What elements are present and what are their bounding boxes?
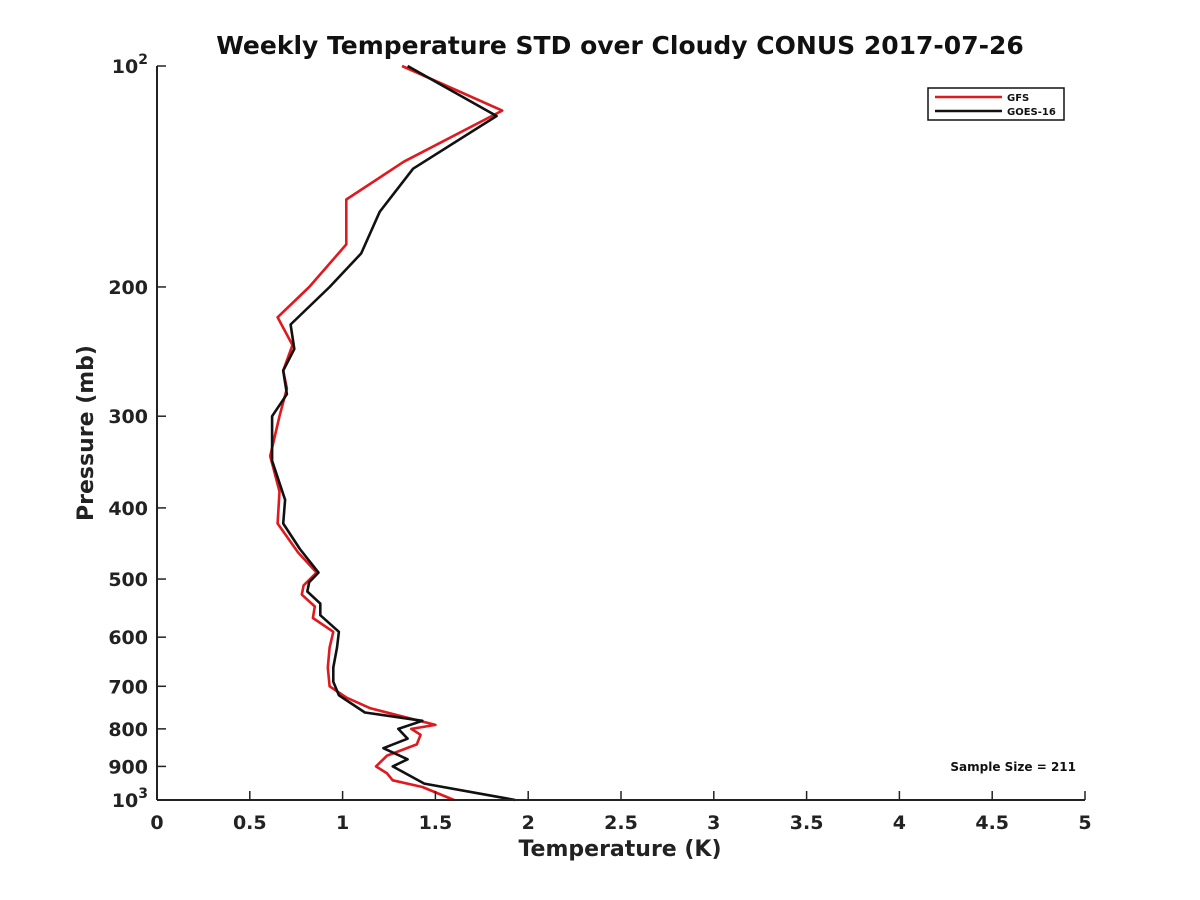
y-axis-ticks: 102 200 300 400 500 600 700 800 900 103 — [108, 52, 166, 812]
x-tick-label: 1.5 — [419, 812, 453, 834]
x-axis-ticks: 0 0.5 1 1.5 2 2.5 3 3.5 4 4.5 5 — [150, 791, 1092, 834]
x-tick-label: 2 — [522, 812, 535, 834]
legend-entry-goes16: GOES-16 — [1007, 107, 1056, 118]
x-tick-label: 1 — [336, 812, 349, 834]
legend: GFS GOES-16 — [927, 87, 1065, 121]
y-tick-label: 400 — [108, 498, 148, 520]
y-tick-label: 900 — [108, 756, 148, 778]
x-tick-label: 5 — [1078, 812, 1091, 834]
y-tick-label: 500 — [108, 569, 148, 591]
x-tick-label: 3.5 — [790, 812, 824, 834]
legend-entry-gfs: GFS — [1007, 93, 1029, 104]
legend-box — [927, 87, 1065, 121]
y-axis-label: Pressure (mb) — [74, 345, 99, 521]
y-tick-label: 600 — [108, 627, 148, 649]
x-tick-label: 4.5 — [975, 812, 1009, 834]
y-tick-label: 102 — [112, 52, 148, 78]
chart-title: Weekly Temperature STD over Cloudy CONUS… — [216, 31, 1024, 60]
y-tick-label: 700 — [108, 676, 148, 698]
series-layer — [268, 64, 516, 802]
y-tick-label: 300 — [108, 406, 148, 428]
y-tick-label: 800 — [108, 719, 148, 741]
series-line-gfs — [268, 64, 504, 802]
series-line-goes16 — [270, 64, 516, 802]
x-tick-label: 3 — [707, 812, 720, 834]
y-tick-label: 200 — [108, 277, 148, 299]
x-tick-label: 0.5 — [233, 812, 267, 834]
x-tick-label: 0 — [150, 812, 163, 834]
x-tick-label: 2.5 — [604, 812, 638, 834]
plot-area: 0 0.5 1 1.5 2 2.5 3 3.5 4 4.5 5 102 200 300 400 500 600… — [108, 52, 1091, 834]
sample-size-annotation: Sample Size = 211 — [950, 760, 1076, 774]
x-axis-label: Temperature (K) — [518, 837, 721, 862]
y-tick-label: 103 — [112, 786, 148, 812]
x-tick-label: 4 — [893, 812, 906, 834]
